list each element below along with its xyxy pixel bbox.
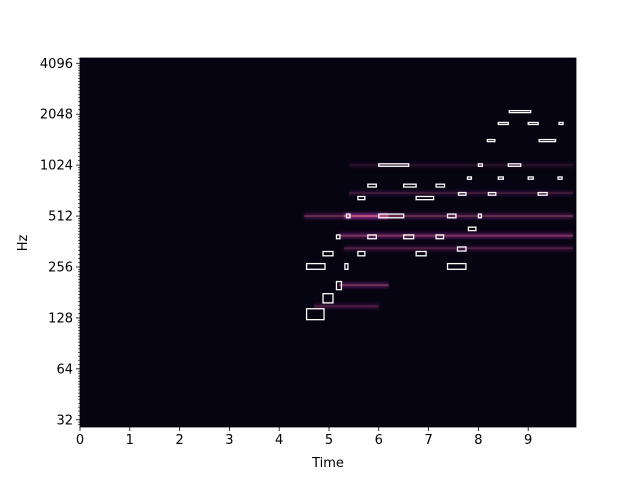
x-tick-label: 7 <box>424 433 432 448</box>
y-tick-label: 1024 <box>40 159 73 174</box>
note-box <box>487 191 497 196</box>
y-tick-label: 2048 <box>40 108 73 123</box>
note-box <box>378 213 405 219</box>
x-axis-label: Time <box>311 456 344 471</box>
note-box <box>435 183 446 188</box>
note-box <box>367 234 377 240</box>
note-box <box>322 293 334 304</box>
energy-band <box>348 162 574 169</box>
y-tick-label: 512 <box>48 210 73 225</box>
note-box <box>477 163 484 167</box>
energy-band <box>314 303 379 310</box>
energy-core <box>304 215 574 218</box>
energy-core <box>348 164 574 167</box>
note-box <box>486 138 496 143</box>
energy-band <box>338 232 574 239</box>
x-tick-label: 6 <box>375 433 383 448</box>
note-box <box>322 250 334 257</box>
plot-background <box>80 58 576 427</box>
y-axis-label: Hz <box>16 235 31 252</box>
note-box <box>415 195 435 201</box>
note-box <box>538 138 557 143</box>
note-box <box>344 262 349 270</box>
energy-core <box>338 234 574 237</box>
note-box <box>497 121 509 126</box>
y-tick-label: 256 <box>48 260 73 275</box>
note-box <box>345 213 351 219</box>
note-box <box>357 195 366 201</box>
energy-band <box>304 213 574 220</box>
energy-core <box>343 215 389 218</box>
note-box <box>403 183 417 188</box>
x-tick-label: 2 <box>175 433 183 448</box>
note-box <box>335 234 341 240</box>
x-tick-label: 1 <box>126 433 134 448</box>
note-box <box>456 246 467 252</box>
note-box <box>357 250 366 257</box>
energy-core <box>343 247 574 250</box>
note-box-layer <box>305 109 564 321</box>
note-box <box>446 213 457 219</box>
note-box <box>507 163 522 167</box>
note-box <box>466 176 473 180</box>
x-tick-label: 5 <box>325 433 333 448</box>
x-tick-label: 0 <box>76 433 84 448</box>
plot-frame <box>79 57 577 428</box>
note-box <box>305 308 325 321</box>
note-box <box>558 121 564 126</box>
note-box <box>446 262 467 270</box>
energy-core <box>338 284 389 287</box>
note-box <box>527 176 534 180</box>
x-tick-label: 3 <box>225 433 233 448</box>
energy-band <box>338 282 389 289</box>
note-box <box>305 262 326 270</box>
note-box <box>435 234 445 240</box>
y-tick-label: 4096 <box>40 57 73 72</box>
note-box <box>508 109 532 114</box>
note-box <box>335 280 343 291</box>
x-tick-label: 8 <box>474 433 482 448</box>
y-tick-label: 32 <box>56 413 73 428</box>
y-tick-label: 64 <box>56 362 73 377</box>
note-box <box>527 121 539 126</box>
y-tick-label: 128 <box>48 311 73 326</box>
note-box <box>537 191 548 196</box>
note-box <box>467 226 477 232</box>
note-box <box>497 176 504 180</box>
note-box <box>557 176 563 180</box>
y-axis: 32 64 128 256 512 1024 2048 4096 <box>40 57 80 428</box>
energy-band <box>343 245 574 252</box>
x-axis: 0 1 2 3 4 5 6 7 8 9 <box>76 427 532 448</box>
note-box <box>367 183 377 188</box>
note-box <box>415 250 427 257</box>
note-box <box>403 234 415 240</box>
note-box <box>378 163 410 167</box>
note-box <box>457 191 467 196</box>
energy-core <box>314 305 379 308</box>
x-tick-label: 9 <box>524 433 532 448</box>
note-box <box>477 213 483 219</box>
x-tick-label: 4 <box>275 433 283 448</box>
